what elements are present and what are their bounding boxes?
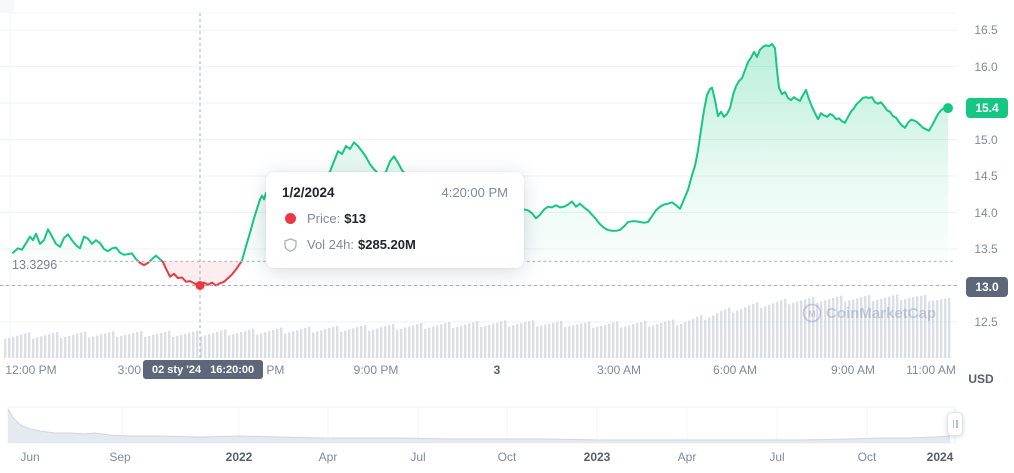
last-price-marker bbox=[943, 103, 953, 114]
svg-text:M: M bbox=[808, 309, 816, 319]
navigator-tick-label: Oct bbox=[857, 450, 877, 464]
price-dot-icon bbox=[284, 213, 297, 224]
reference-price-label: 13.3296 bbox=[12, 258, 58, 272]
x-axis-tick-label: 9:00 AM bbox=[830, 363, 876, 377]
y-axis-label: 16.5 bbox=[974, 23, 998, 37]
y-axis-label: 14.5 bbox=[974, 169, 998, 183]
navigator-tick-label: 2024 bbox=[926, 450, 954, 464]
x-axis-tick-label: 6:00 AM bbox=[712, 363, 758, 377]
y-axis-label: 16.0 bbox=[974, 59, 998, 74]
tooltip-volume-label: Vol 24h: bbox=[307, 237, 354, 252]
navigator-tick-label: Oct bbox=[497, 450, 517, 464]
navigator-line bbox=[7, 408, 951, 441]
x-axis-tick-label: 11:00 AM bbox=[906, 363, 956, 377]
navigator-right-handle[interactable] bbox=[947, 412, 963, 436]
navigator-tick-label: Sep bbox=[109, 450, 131, 464]
x-axis-tick-label: 9:00 PM bbox=[353, 363, 399, 377]
watermark: M CoinMarketCap bbox=[802, 303, 936, 323]
y-axis-label: 13.5 bbox=[974, 242, 998, 256]
navigator-tick-label: 2023 bbox=[583, 450, 611, 464]
x-axis-tick-label: 12:00 PM bbox=[5, 363, 57, 377]
tooltip-price-value: $13 bbox=[344, 211, 366, 226]
tooltip-date: 1/2/2024 bbox=[282, 185, 335, 200]
crosshair-point-marker bbox=[195, 281, 205, 290]
x-axis-tick-label: 3:00 AM bbox=[596, 363, 642, 377]
tooltip-price-row: Price: $13 bbox=[282, 211, 508, 226]
navigator-tick-label: Apr bbox=[318, 450, 338, 464]
navigator-tick-label: Apr bbox=[677, 450, 697, 464]
svg-text:CoinMarketCap: CoinMarketCap bbox=[826, 305, 936, 322]
volume-bars bbox=[4, 294, 951, 358]
tooltip-time: 4:20:00 PM bbox=[441, 185, 509, 200]
crosshair-date: 02 sty '24 bbox=[152, 363, 202, 376]
price-line bbox=[12, 42, 949, 287]
navigator[interactable] bbox=[7, 406, 956, 444]
y-axis-label: 15.0 bbox=[974, 132, 998, 147]
navigator-tick-label: Jul bbox=[410, 450, 426, 464]
x-axis-tick-label: 3 bbox=[493, 363, 501, 377]
chart-tooltip: 1/2/2024 4:20:00 PM Price: $13 Vol 24h: … bbox=[266, 172, 524, 268]
navigator-tick-label: Jun bbox=[20, 450, 40, 464]
crosshair-datetime-badge: 02 sty '24 16:20:00 bbox=[143, 360, 264, 379]
y-axis-label: 14.0 bbox=[974, 205, 998, 220]
current-price-badge: 15.4 bbox=[966, 98, 1008, 118]
y-axis-label: 12.5 bbox=[974, 315, 998, 329]
navigator-tick-label: Jul bbox=[769, 450, 785, 464]
tooltip-price-label: Price: bbox=[307, 211, 341, 226]
volume-shield-icon bbox=[284, 237, 297, 252]
navigator-area bbox=[8, 409, 950, 443]
currency-unit-label: USD bbox=[968, 372, 994, 386]
crosshair-price-badge: 13.0 bbox=[966, 277, 1008, 297]
tooltip-volume-row: Vol 24h: $285.20M bbox=[282, 237, 508, 252]
tooltip-volume-value: $285.20M bbox=[358, 237, 416, 252]
crosshair-time: 16:20:00 bbox=[210, 363, 255, 376]
navigator-tick-label: 2022 bbox=[225, 450, 253, 464]
